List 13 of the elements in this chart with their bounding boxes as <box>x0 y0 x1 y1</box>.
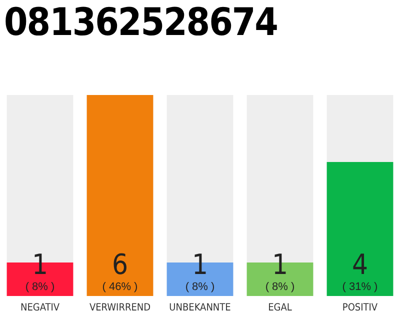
x-tick-label: EGAL <box>268 302 292 314</box>
annotation: ( 46% ) <box>102 281 138 293</box>
x-tick-label: UNBEKANNTE <box>169 302 232 314</box>
annotation: ( 31% ) <box>342 281 378 293</box>
annotation: ( 8% ) <box>25 281 55 293</box>
x-tick-label: NEGATIV <box>20 302 60 314</box>
data-label: 6 <box>112 248 128 281</box>
annotation: ( 8% ) <box>185 281 215 293</box>
annotation: ( 8% ) <box>265 281 295 293</box>
data-label: 4 <box>352 248 368 281</box>
chart-title: 081362528674 <box>4 0 278 44</box>
x-tick-label: POSITIV <box>342 302 378 314</box>
x-tick-label: VERWIRREND <box>89 302 151 314</box>
